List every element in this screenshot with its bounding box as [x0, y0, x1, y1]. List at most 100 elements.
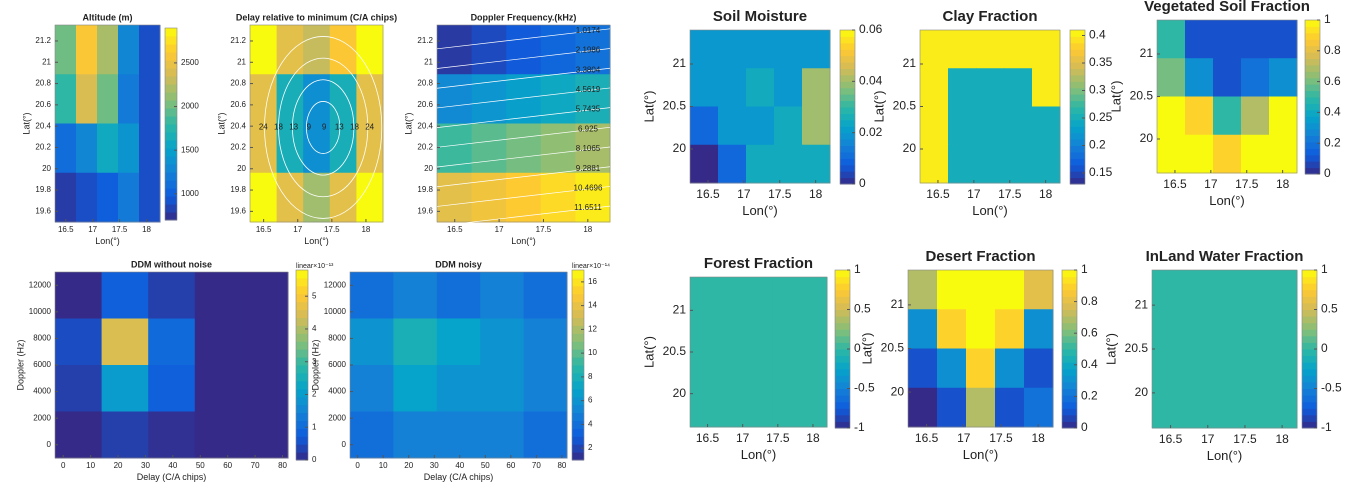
y-tick-label: 8000 — [33, 334, 51, 343]
colorbar-swatch — [296, 420, 308, 429]
x-tick-label: 17 — [495, 225, 504, 234]
y-tick-label: 8000 — [328, 334, 346, 343]
colorbar-swatch — [1302, 283, 1317, 291]
colorbar-swatch — [1302, 289, 1317, 297]
colorbar-swatch — [1070, 42, 1085, 50]
heatmap-cell — [920, 30, 949, 69]
colorbar-swatch — [572, 317, 584, 326]
heatmap-cell — [1157, 58, 1186, 97]
heatmap-cell — [772, 314, 801, 353]
heatmap-cell — [55, 272, 103, 319]
x-tick-label: 40 — [168, 461, 177, 470]
colorbar-swatch — [1070, 49, 1085, 57]
heatmap-cell — [1032, 68, 1061, 107]
y-tick-label: 21 — [42, 57, 51, 66]
x-tick-label: 17 — [1204, 177, 1218, 191]
title: DDM noisy — [435, 259, 482, 269]
heatmap-cell — [690, 352, 718, 390]
colorbar-swatch — [840, 42, 855, 50]
y-tick-label: 20 — [891, 384, 905, 398]
colorbar-swatch — [1062, 329, 1077, 337]
colorbar-swatch — [1070, 177, 1085, 185]
y-tick-label: 19.6 — [417, 206, 433, 215]
contour-line — [436, 28, 611, 50]
colorbar-swatch — [835, 375, 850, 383]
contour-label: 6.925 — [578, 124, 599, 133]
y-tick-label: 21 — [673, 56, 687, 70]
heatmap-cell — [1024, 387, 1054, 428]
heatmap-cell — [995, 348, 1025, 389]
colorbar-frame — [164, 27, 178, 221]
heatmap-cell — [436, 272, 481, 319]
colorbar-tick-label: 0 — [1321, 341, 1328, 355]
heatmap-cell — [1239, 270, 1269, 310]
colorbar-swatch — [572, 309, 584, 318]
colorbar-swatch — [1062, 355, 1077, 363]
heatmap-cell — [303, 172, 331, 223]
colorbar-swatch — [840, 81, 855, 89]
colorbar-swatch — [165, 196, 177, 205]
colorbar-swatch — [840, 36, 855, 44]
heatmap-cell — [718, 106, 747, 146]
colorbar-swatch — [840, 55, 855, 63]
heatmap-cell — [194, 365, 242, 412]
colorbar-swatch — [1305, 84, 1320, 92]
y-tick-label: 20 — [673, 386, 687, 400]
heatmap-cell — [250, 25, 278, 75]
colorbar-swatch — [835, 276, 850, 284]
contour-label: 11.6511 — [574, 203, 602, 212]
heatmap-cell — [436, 318, 481, 366]
heatmap-cell — [976, 68, 1005, 107]
heatmap-cell — [350, 318, 394, 366]
colorbar-swatch — [1062, 296, 1077, 304]
colorbar-swatch — [572, 404, 584, 413]
heatmap-cell — [350, 272, 394, 319]
colorbar-swatch — [296, 412, 308, 421]
colorbar-tick-label: 2000 — [181, 102, 199, 111]
y-axis-label: Lat(°) — [216, 112, 226, 134]
colorbar-swatch — [1062, 289, 1077, 297]
x-tick-label: 18 — [1275, 432, 1289, 446]
colorbar-swatch — [1070, 100, 1085, 108]
colorbar-swatch — [296, 428, 308, 437]
title: Vegetated Soil Fraction — [1144, 0, 1310, 15]
y-axis-label: Lat(°) — [403, 112, 413, 134]
colorbar-swatch — [840, 87, 855, 95]
colorbar-swatch — [1062, 395, 1077, 403]
heatmap-cell — [937, 348, 967, 389]
heatmap-cell — [1185, 96, 1214, 136]
colorbar-swatch — [1305, 58, 1320, 66]
heatmap-cell — [303, 123, 331, 174]
colorbar-swatch — [1305, 161, 1320, 169]
heatmap-cell — [1210, 270, 1240, 310]
colorbar-swatch — [165, 60, 177, 69]
colorbar-swatch — [1070, 68, 1085, 76]
colorbar-tick-label: 3 — [312, 357, 317, 366]
x-tick-label: 70 — [532, 461, 541, 470]
title: Clay Fraction — [942, 8, 1037, 25]
heatmap-cell — [575, 123, 611, 174]
contour-label: 24 — [365, 123, 374, 132]
colorbar-swatch — [1302, 349, 1317, 357]
colorbar-tick-label: 0.2 — [1089, 138, 1106, 152]
contour-label: 13 — [289, 123, 298, 132]
colorbar-swatch — [835, 421, 850, 429]
heatmap-cell — [101, 411, 149, 459]
colorbar-tick-label: 1 — [1324, 12, 1331, 26]
colorbar-swatch — [1305, 39, 1320, 47]
colorbar-tick-label: 0.06 — [859, 22, 883, 36]
panel: 0 10 20 30 40 50 60 70 8002000400060008000100001… — [310, 259, 610, 482]
heatmap-cell — [276, 74, 304, 124]
colorbar-swatch — [165, 156, 177, 165]
x-tick-label: 10 — [86, 461, 95, 470]
colorbar-swatch — [296, 357, 308, 366]
heatmap-cell — [1032, 144, 1061, 184]
contour-label: 8.1065 — [576, 144, 601, 153]
colorbar-swatch — [1305, 32, 1320, 40]
heatmap-cell — [718, 144, 747, 184]
colorbar-tick-label: 5 — [312, 291, 317, 300]
panel: 16.5 17 17.5 18 20 20.5 21 Soil Moisture Lon(°) L… — [641, 8, 882, 218]
heatmap-cell — [966, 309, 996, 349]
colorbar-tick-label: 14 — [588, 301, 597, 310]
colorbar-tick-label: 4 — [312, 324, 317, 333]
